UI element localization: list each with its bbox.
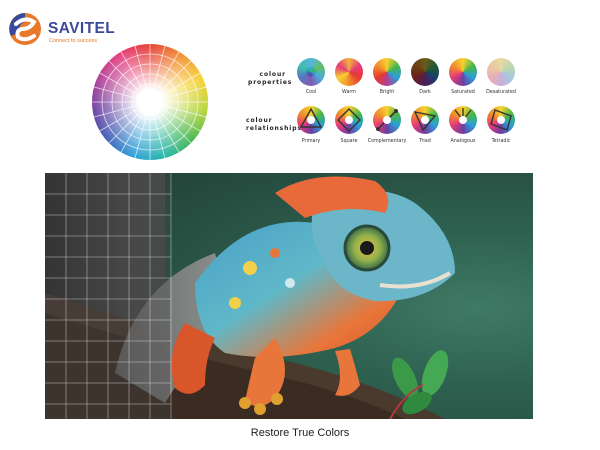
caption-triad: Triad bbox=[419, 139, 431, 144]
savitel-logo: SAVITEL Connect to success bbox=[6, 9, 126, 49]
caption-cool: Cool bbox=[305, 90, 317, 95]
caption-analogous: Analogous bbox=[450, 139, 476, 144]
swatch-saturated bbox=[449, 58, 477, 86]
triad-triangle-icon bbox=[413, 111, 437, 132]
caption-primary: Primary bbox=[301, 139, 321, 144]
restore-colors-caption: Restore True Colors bbox=[250, 427, 350, 439]
logo-tagline: Connect to success bbox=[49, 38, 97, 44]
grayscale-grid-overlay bbox=[45, 173, 172, 419]
analogous-lines-icon bbox=[454, 108, 472, 124]
square-shape-icon bbox=[337, 108, 361, 132]
caption-dark: Dark bbox=[419, 90, 431, 95]
caption-saturated: Saturated bbox=[451, 90, 475, 95]
chameleon-photo bbox=[45, 173, 533, 419]
logo-mark-icon bbox=[9, 13, 41, 45]
logo-wordmark: SAVITEL bbox=[48, 20, 116, 37]
swatch-desaturated bbox=[487, 58, 515, 86]
caption-square: Square bbox=[340, 139, 358, 144]
caption-desaturated: Desaturated bbox=[486, 90, 516, 95]
caption-tetradic: Tetradic bbox=[491, 139, 511, 144]
complementary-line-icon bbox=[376, 109, 398, 131]
colour-properties-label: colour properties bbox=[248, 71, 293, 86]
primary-triangle-icon bbox=[299, 107, 323, 128]
color-wheel-grid bbox=[92, 44, 208, 160]
swatch-cool bbox=[297, 58, 325, 86]
colour-relationships-label: colour relationships bbox=[246, 117, 302, 132]
swatch-dark bbox=[411, 58, 439, 86]
caption-bright: Bright bbox=[379, 90, 395, 95]
swatch-warm bbox=[335, 58, 363, 86]
caption-warm: Warm bbox=[342, 90, 356, 95]
tetradic-rectangle-icon bbox=[490, 109, 512, 131]
chameleon-illustration bbox=[45, 176, 455, 419]
caption-complementary: Complementary bbox=[367, 139, 407, 144]
swatch-bright bbox=[373, 58, 401, 86]
